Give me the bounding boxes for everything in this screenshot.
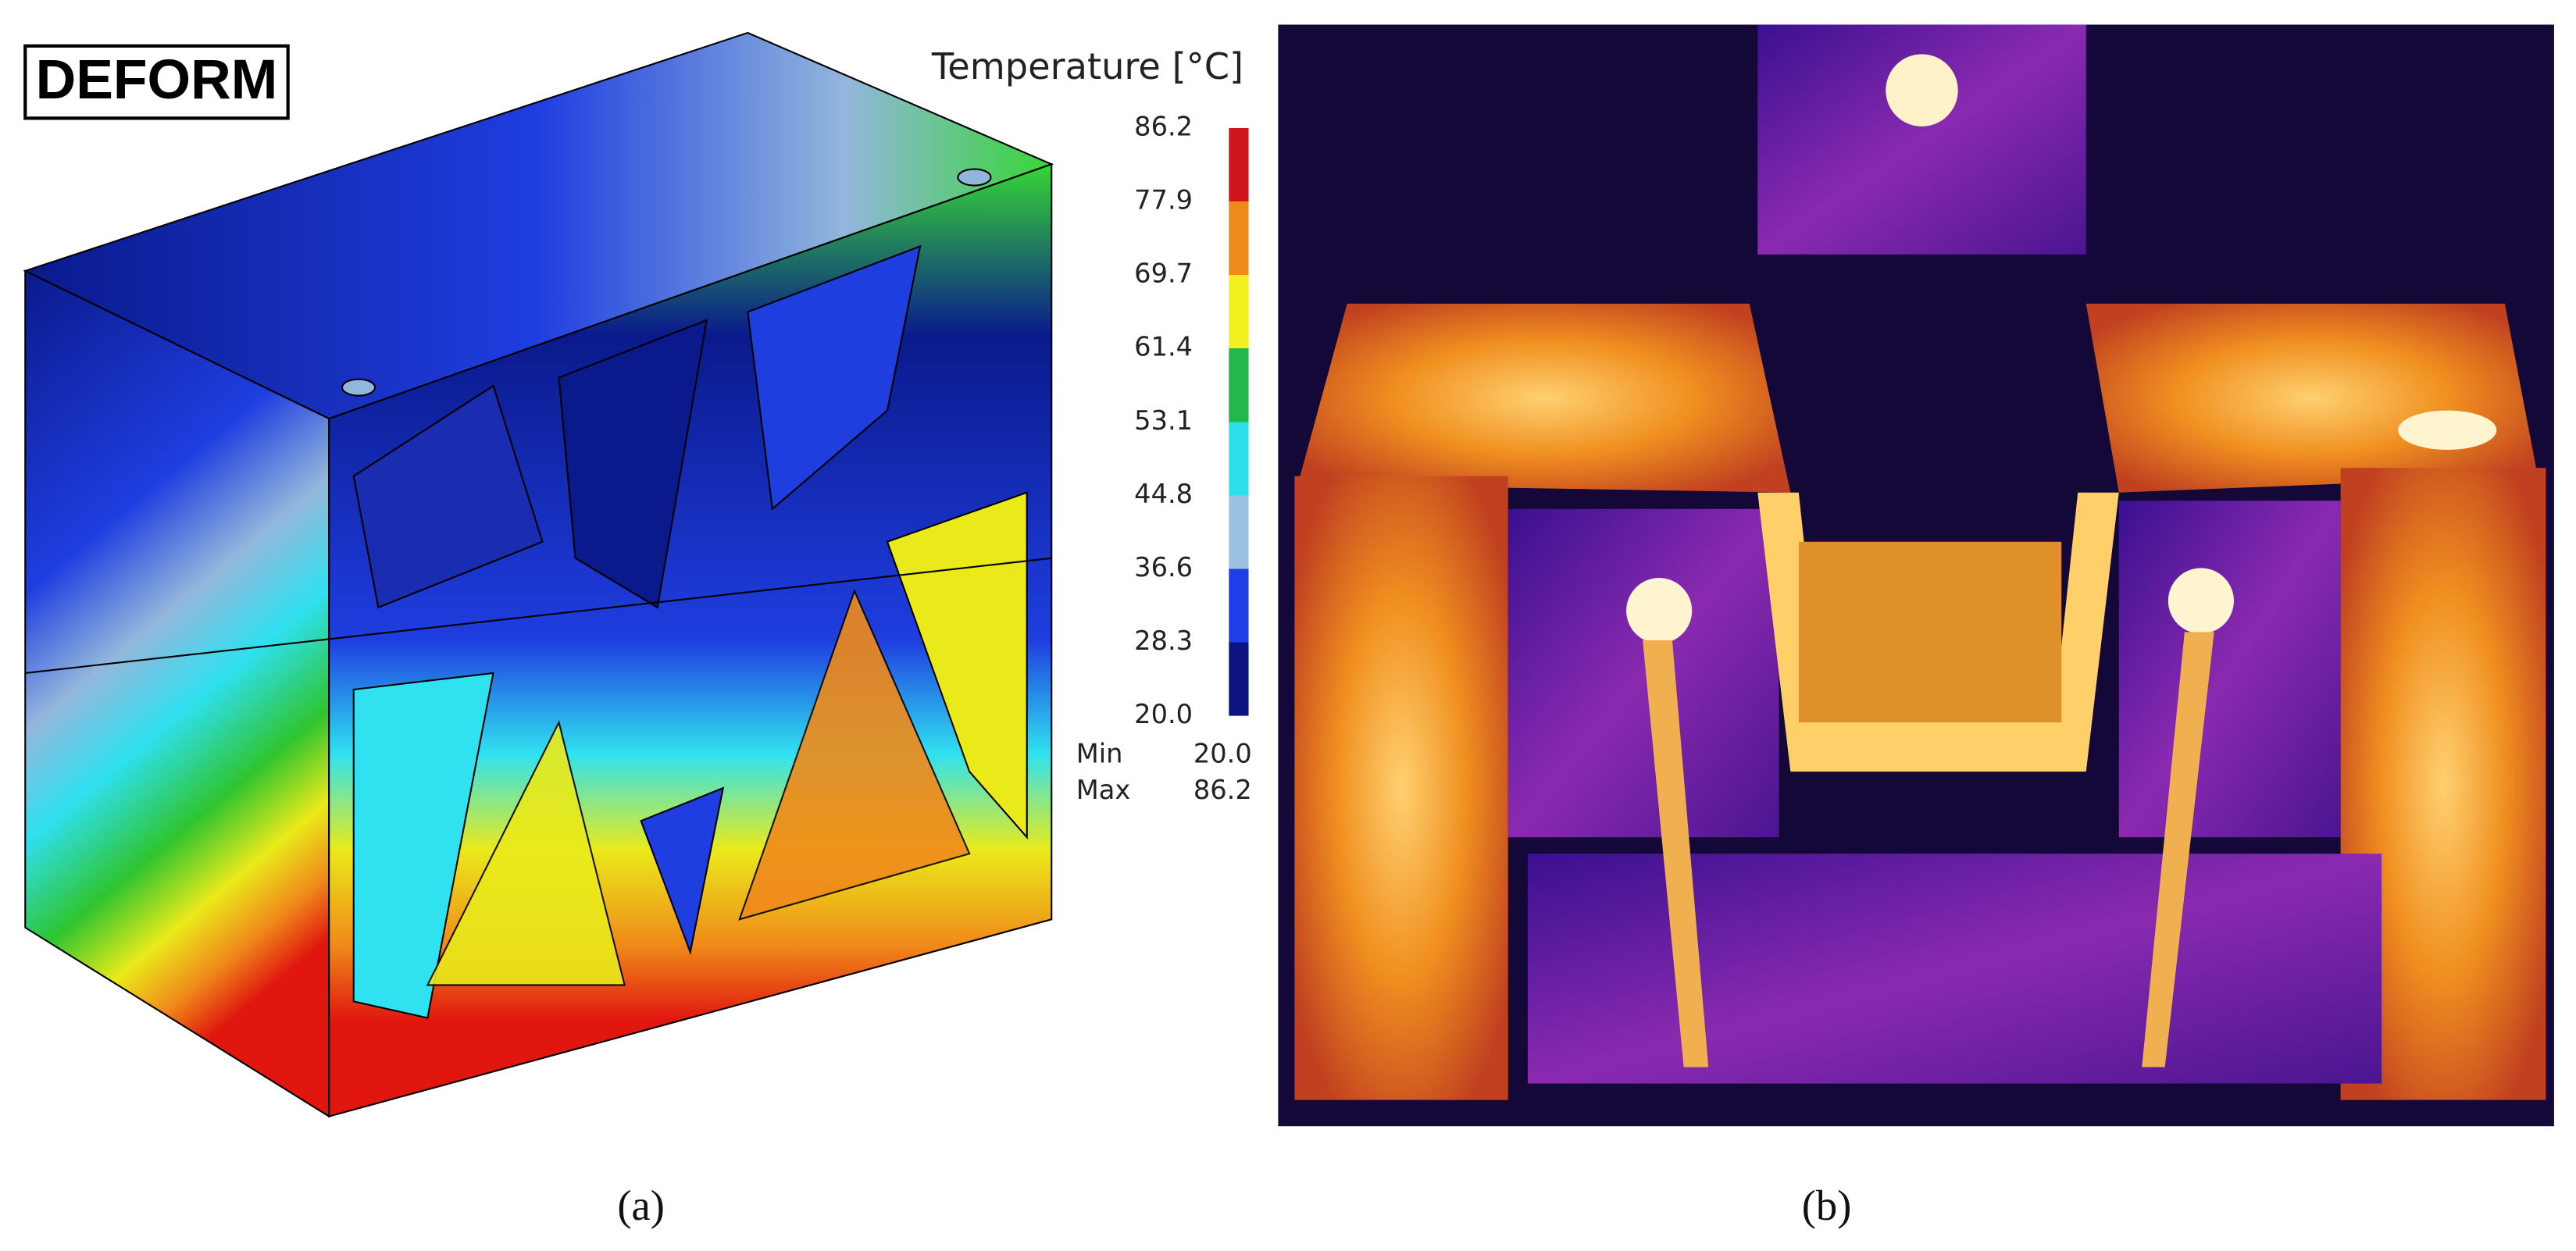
legend-tick-label: 20.0 — [1134, 699, 1193, 729]
legend-tick-label: 86.2 — [1134, 111, 1193, 141]
min-label: Min — [1076, 739, 1123, 769]
simulation-model — [23, 31, 1054, 1118]
max-value: 86.2 — [1193, 775, 1252, 805]
legend-tick-label: 44.8 — [1134, 479, 1193, 509]
legend-tick-label: 28.3 — [1134, 626, 1193, 656]
legend-tick-label: 69.7 — [1134, 258, 1193, 289]
max-label: Max — [1076, 775, 1131, 805]
min-value: 20.0 — [1193, 739, 1252, 769]
legend-tick-label: 77.9 — [1134, 185, 1193, 216]
caption-a: (a) — [617, 1182, 665, 1229]
color-bar — [1229, 127, 1249, 716]
caption-b: (b) — [1802, 1182, 1852, 1229]
legend-tick-label: 36.6 — [1134, 552, 1193, 583]
legend-tick-label: 53.1 — [1134, 405, 1193, 436]
legend-tick-label: 61.4 — [1134, 332, 1193, 362]
logo-text: DEFORM — [36, 48, 278, 111]
logo: DEFORM — [23, 44, 290, 120]
legend-title: Temperature [°C] — [931, 45, 1243, 87]
legend: Temperature [°C] Min 20.0 Max 86.2 86.2 7… — [931, 45, 1252, 805]
thermal-photo — [1278, 24, 2554, 1127]
